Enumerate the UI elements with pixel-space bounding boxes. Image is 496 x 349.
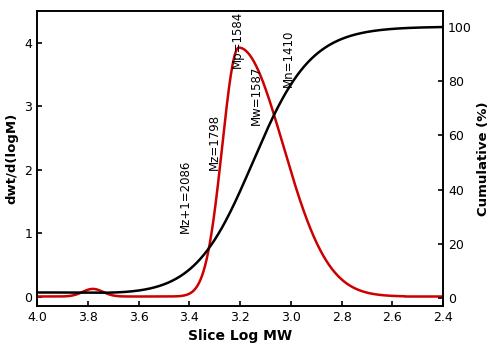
- Text: Mn=1410: Mn=1410: [282, 30, 295, 87]
- Y-axis label: dwt/d(logM): dwt/d(logM): [5, 113, 18, 204]
- Text: Mz=1798: Mz=1798: [208, 113, 221, 170]
- X-axis label: Slice Log MW: Slice Log MW: [188, 329, 292, 343]
- Text: Mp=1584: Mp=1584: [231, 11, 244, 68]
- Text: Mz+1=2086: Mz+1=2086: [179, 159, 192, 233]
- Text: Mw=1587: Mw=1587: [250, 66, 263, 125]
- Y-axis label: Cumulative (%): Cumulative (%): [478, 101, 491, 216]
